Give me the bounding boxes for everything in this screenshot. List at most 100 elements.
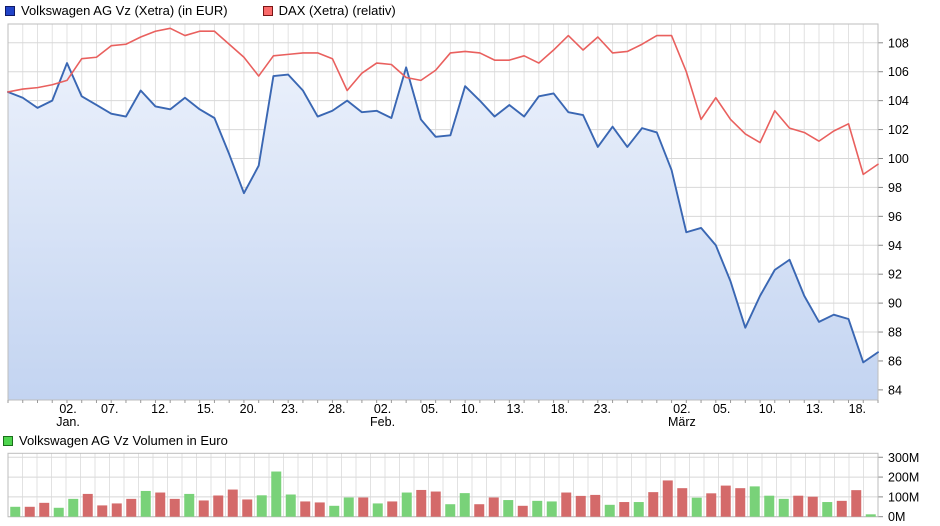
x-axis-day-label: 05. <box>713 402 730 416</box>
x-axis-month-label: Feb. <box>370 415 395 429</box>
volume-bar <box>68 498 79 517</box>
x-axis-day-label: 13. <box>806 402 823 416</box>
x-axis-day-label: 07. <box>101 402 118 416</box>
volume-bar <box>198 500 209 517</box>
volume-bar <box>546 501 557 517</box>
volume-bar <box>720 485 731 517</box>
price-chart: 848688909294969810010210410610802.Jan.07… <box>7 23 909 429</box>
y-axis-label: 108 <box>888 36 909 50</box>
volume-bar <box>39 502 50 517</box>
volume-bar <box>111 503 122 517</box>
volume-bar <box>648 492 659 517</box>
volume-bar <box>488 497 499 517</box>
volume-bar <box>169 498 180 517</box>
volume-bar <box>430 491 441 517</box>
volume-bar <box>343 497 354 517</box>
x-axis-day-label: 28. <box>328 402 345 416</box>
volume-bar <box>735 488 746 517</box>
x-axis-day-label: 05. <box>421 402 438 416</box>
volume-axis-label: 300M <box>888 451 919 465</box>
legend-item-vw: Volkswagen AG Vz (Xetra) (in EUR) <box>5 3 228 18</box>
volume-chart-legend: Volkswagen AG Vz Volumen in Euro <box>3 433 256 448</box>
vw-area-fill <box>8 63 878 401</box>
volume-bar <box>474 504 485 517</box>
volume-bar <box>807 496 818 517</box>
price-chart-legend: Volkswagen AG Vz (Xetra) (in EUR) DAX (X… <box>5 3 424 18</box>
volume-bar <box>416 489 427 517</box>
volume-bar <box>314 502 325 517</box>
volume-bar <box>300 501 311 517</box>
volume-bar <box>24 506 35 517</box>
volume-bar <box>517 505 528 517</box>
y-axis-label: 106 <box>888 65 909 79</box>
volume-bar <box>445 504 456 517</box>
y-axis-label: 94 <box>888 239 902 253</box>
volume-bar <box>662 480 673 517</box>
volume-bar <box>764 495 775 517</box>
y-axis-label: 90 <box>888 297 902 311</box>
plot-border <box>7 23 879 401</box>
volume-bar <box>561 492 572 517</box>
volume-bar <box>851 490 862 517</box>
volume-bar <box>184 493 195 517</box>
y-axis-label: 102 <box>888 123 909 137</box>
volume-bar <box>706 493 717 517</box>
volume-bar <box>793 495 804 517</box>
legend-item-volume: Volkswagen AG Vz Volumen in Euro <box>3 433 228 448</box>
volume-bar <box>619 502 630 517</box>
x-axis-day-label: 23. <box>281 402 298 416</box>
volume-bar <box>126 498 137 517</box>
y-axis-label: 88 <box>888 326 902 340</box>
x-axis-day-label: 18. <box>551 402 568 416</box>
x-axis-day-label: 15. <box>197 402 214 416</box>
y-axis-label: 98 <box>888 181 902 195</box>
volume-bar <box>865 514 876 517</box>
volume-bar <box>691 497 702 517</box>
vw-legend-label: Volkswagen AG Vz (Xetra) (in EUR) <box>21 3 228 18</box>
volume-bar <box>97 505 108 517</box>
volume-bar <box>227 489 238 517</box>
dax-legend-swatch-icon <box>262 5 273 16</box>
vw-price-line <box>7 62 879 364</box>
volume-bar <box>329 505 340 517</box>
volume-bar <box>459 493 470 517</box>
volume-bar <box>271 471 282 517</box>
dax-legend-label: DAX (Xetra) (relativ) <box>278 3 396 18</box>
x-axis-day-label: 23. <box>594 402 611 416</box>
volume-bar <box>503 500 514 517</box>
volume-axis-label: 200M <box>888 471 919 485</box>
volume-bar <box>242 499 253 517</box>
x-axis-day-label: 10. <box>461 402 478 416</box>
volume-chart: 0M 100M 200M 300M <box>7 451 919 524</box>
volume-bar <box>677 488 688 517</box>
y-axis-label: 86 <box>888 354 902 368</box>
volume-bar <box>604 504 615 517</box>
volume-bar <box>372 503 383 517</box>
volume-bar <box>10 506 21 517</box>
dax-relative-line <box>7 27 879 176</box>
volume-bar <box>256 495 267 517</box>
y-axis-label: 96 <box>888 210 902 224</box>
x-axis-month-label: März <box>668 415 696 429</box>
volume-bar <box>53 507 64 517</box>
x-axis-day-label: 02. <box>673 402 690 416</box>
volume-bar <box>836 500 847 517</box>
y-axis-label: 84 <box>888 383 902 397</box>
volume-bar <box>155 492 166 517</box>
volume-legend-label: Volkswagen AG Vz Volumen in Euro <box>19 433 228 448</box>
x-axis-day-label: 12. <box>151 402 168 416</box>
volume-bar <box>575 495 586 517</box>
volume-bar <box>140 490 151 517</box>
volume-axis-label: 0M <box>888 510 905 524</box>
vw-legend-swatch-icon <box>5 5 15 16</box>
volume-bar <box>358 497 369 517</box>
volume-bar <box>82 493 93 517</box>
volume-legend-swatch-icon <box>3 435 13 446</box>
x-axis-day-label: 18. <box>849 402 866 416</box>
volume-bar <box>387 501 398 517</box>
y-axis-label: 92 <box>888 268 902 282</box>
volume-bar <box>633 502 644 517</box>
volume-bar <box>749 486 760 517</box>
x-axis-day-label: 02. <box>374 402 391 416</box>
